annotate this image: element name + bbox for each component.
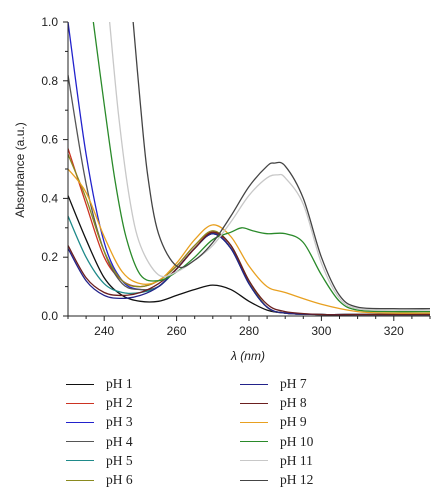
y-tick-label: 0.2	[41, 250, 58, 264]
series-line-ph-10	[92, 22, 430, 313]
series-line-ph-8	[68, 231, 430, 316]
legend-item: pH 10	[240, 434, 313, 450]
x-tick-label: 300	[311, 324, 331, 338]
legend-label: pH 6	[106, 472, 133, 487]
legend-swatch	[240, 460, 268, 462]
legend-label: pH 10	[280, 433, 314, 449]
y-tick-label: 1.0	[41, 15, 58, 29]
x-tick-label: 280	[239, 324, 259, 338]
series-line-ph-1	[68, 195, 430, 316]
legend-swatch	[240, 441, 268, 443]
legend-label: pH 11	[280, 452, 313, 468]
x-tick-label: 260	[167, 324, 187, 338]
legend-item: pH 2	[66, 395, 133, 411]
legend: pH 1 pH 2 pH 3 pH 4 pH 5 pH 6 pH 7 pH 8 pH 9 pH 1…	[66, 376, 426, 496]
legend-item: pH 1	[66, 376, 133, 392]
y-axis-label: Absorbance (a.u.)	[13, 122, 27, 217]
legend-swatch	[66, 421, 94, 423]
legend-item: pH 4	[66, 434, 133, 450]
legend-swatch	[66, 460, 94, 462]
x-tick-label: 240	[94, 324, 114, 338]
series-line-ph-12	[132, 22, 430, 310]
legend-item: pH 11	[240, 453, 313, 469]
plot-area	[68, 22, 430, 316]
legend-swatch	[66, 441, 94, 443]
legend-swatch	[240, 383, 268, 385]
legend-label: pH 3	[106, 414, 133, 430]
x-tick-label: 320	[384, 324, 404, 338]
series-line-ph-2	[68, 148, 430, 316]
y-tick-label: 0.0	[41, 309, 58, 323]
absorbance-chart: 240 260 280 300 320 0.0 0.2 0.4 0.6 0.8 1.0 Absorb…	[13, 15, 431, 363]
legend-item: pH 6	[66, 472, 133, 488]
legend-swatch	[240, 479, 268, 481]
legend-label: pH 5	[106, 452, 133, 468]
legend-swatch	[66, 479, 94, 481]
legend-swatch	[66, 402, 94, 404]
legend-label: pH 4	[106, 433, 133, 449]
legend-item: pH 8	[240, 395, 307, 411]
series-line-ph-11	[108, 22, 430, 311]
legend-swatch	[240, 402, 268, 404]
legend-label: pH 1	[106, 376, 133, 391]
y-tick-label: 0.6	[41, 133, 58, 147]
legend-item: pH 9	[240, 414, 307, 430]
legend-swatch	[66, 383, 94, 385]
legend-item: pH 3	[66, 414, 133, 430]
series-line-ph-7	[68, 233, 430, 316]
legend-swatch	[240, 421, 268, 423]
legend-label: pH 9	[280, 414, 307, 430]
axes: 240 260 280 300 320 0.0 0.2 0.4 0.6 0.8 1.0	[41, 15, 431, 338]
y-tick-label: 0.8	[41, 74, 58, 88]
legend-label: pH 8	[280, 395, 307, 411]
legend-label: pH 12	[280, 472, 314, 487]
series-line-ph-9	[68, 168, 430, 314]
legend-label: pH 2	[106, 395, 133, 411]
legend-label: pH 7	[280, 376, 307, 391]
x-axis-label: λ (nm)	[230, 349, 265, 363]
y-tick-label: 0.4	[41, 191, 58, 205]
series-line-ph-3	[68, 22, 430, 316]
legend-item: pH 12	[240, 472, 313, 488]
series-line-ph-6	[68, 154, 430, 316]
legend-item: pH 7	[240, 376, 307, 392]
legend-item: pH 5	[66, 453, 133, 469]
